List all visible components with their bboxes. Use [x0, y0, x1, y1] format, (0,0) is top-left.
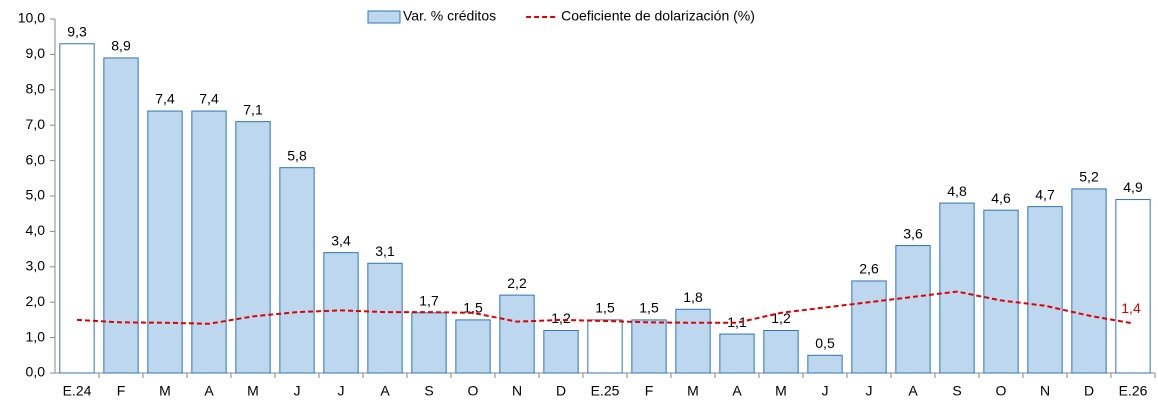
- bar-value-label: 1,2: [771, 310, 791, 326]
- bar-value-label: 0,5: [815, 335, 835, 351]
- x-tick-label: A: [380, 383, 390, 399]
- legend-label: Coeficiente de dolarización (%): [561, 8, 755, 24]
- x-tick-label: M: [247, 383, 259, 399]
- bar: [191, 110, 227, 374]
- bar: [147, 110, 183, 374]
- x-tick-label: J: [822, 383, 829, 399]
- y-tick-label: 2,0: [26, 293, 46, 309]
- legend-swatch: [367, 10, 401, 24]
- bar-value-label: 4,7: [1035, 186, 1055, 202]
- bar-value-label: 5,2: [1079, 169, 1099, 185]
- bar-value-label: 1,5: [463, 300, 483, 316]
- x-tick-label: N: [512, 383, 522, 399]
- bar: [411, 312, 447, 374]
- bar-value-label: 8,9: [111, 38, 131, 54]
- bar: [763, 330, 799, 374]
- bar: [851, 280, 887, 374]
- line: [76, 290, 1134, 325]
- y-tick-label: 3,0: [26, 258, 46, 274]
- bar: [543, 330, 579, 374]
- bar-value-label: 1,1: [727, 314, 747, 330]
- x-tick-label: A: [732, 383, 742, 399]
- bar: [631, 319, 667, 374]
- bar-value-label: 5,8: [287, 147, 307, 163]
- bar-value-label: 1,5: [595, 300, 615, 316]
- x-tick-label: S: [952, 383, 961, 399]
- bar-value-label: 2,2: [507, 275, 527, 291]
- x-tick-label: E.24: [63, 383, 92, 399]
- bar-value-label: 7,1: [243, 101, 263, 117]
- bar-value-label: 3,1: [375, 243, 395, 259]
- bar-value-label: 1,5: [639, 300, 659, 316]
- y-tick-label: 10,0: [18, 10, 45, 26]
- x-tick-label: D: [1084, 383, 1094, 399]
- bar: [279, 167, 315, 374]
- y-tick-label: 5,0: [26, 187, 46, 203]
- bar: [455, 319, 491, 374]
- bar-value-label: 1,2: [551, 310, 571, 326]
- bar: [235, 121, 271, 374]
- y-tick-label: 0,0: [26, 364, 46, 380]
- x-tick-label: A: [204, 383, 214, 399]
- bar-value-label: 4,6: [991, 190, 1011, 206]
- bar-value-label: 4,8: [947, 183, 967, 199]
- y-tick-label: 1,0: [26, 328, 46, 344]
- bar-value-label: 1,7: [419, 293, 439, 309]
- y-tick-label: 7,0: [26, 116, 46, 132]
- x-tick-label: M: [687, 383, 699, 399]
- y-tick-label: 6,0: [26, 151, 46, 167]
- x-tick-label: E.26: [1119, 383, 1148, 399]
- bar: [807, 354, 843, 374]
- x-tick-label: S: [424, 383, 433, 399]
- bar: [675, 308, 711, 374]
- bar: [1071, 188, 1107, 374]
- bar-value-label: 7,4: [155, 91, 175, 107]
- x-tick-label: M: [775, 383, 787, 399]
- x-tick-label: A: [908, 383, 918, 399]
- bar: [983, 209, 1019, 374]
- y-tick-label: 9,0: [26, 45, 46, 61]
- bar: [587, 319, 623, 374]
- bar: [1115, 199, 1151, 374]
- y-tick-label: 4,0: [26, 222, 46, 238]
- x-tick-label: F: [117, 383, 126, 399]
- bar: [1027, 206, 1063, 374]
- x-tick-label: M: [159, 383, 171, 399]
- line-value-label: 1,4: [1121, 300, 1141, 316]
- bar-value-label: 4,9: [1123, 179, 1143, 195]
- x-tick-label: J: [294, 383, 301, 399]
- x-tick-label: F: [645, 383, 654, 399]
- legend-label: Var. % créditos: [403, 8, 496, 24]
- x-tick-label: E.25: [591, 383, 620, 399]
- x-tick-label: N: [1040, 383, 1050, 399]
- bar: [499, 294, 535, 374]
- bar: [59, 43, 95, 374]
- bar: [367, 262, 403, 374]
- x-tick-label: O: [468, 383, 479, 399]
- y-tick-label: 8,0: [26, 81, 46, 97]
- bar: [719, 333, 755, 374]
- x-tick-label: J: [338, 383, 345, 399]
- x-tick-label: J: [866, 383, 873, 399]
- bar: [103, 57, 139, 374]
- bar: [323, 252, 359, 374]
- bar-value-label: 7,4: [199, 91, 219, 107]
- x-tick-label: O: [996, 383, 1007, 399]
- x-tick-label: D: [556, 383, 566, 399]
- bar-value-label: 3,6: [903, 225, 923, 241]
- bar: [939, 202, 975, 374]
- bar: [895, 245, 931, 374]
- bar-value-label: 3,4: [331, 232, 351, 248]
- bar-value-label: 2,6: [859, 261, 879, 277]
- bar-value-label: 9,3: [67, 23, 87, 39]
- bar-value-label: 1,8: [683, 289, 703, 305]
